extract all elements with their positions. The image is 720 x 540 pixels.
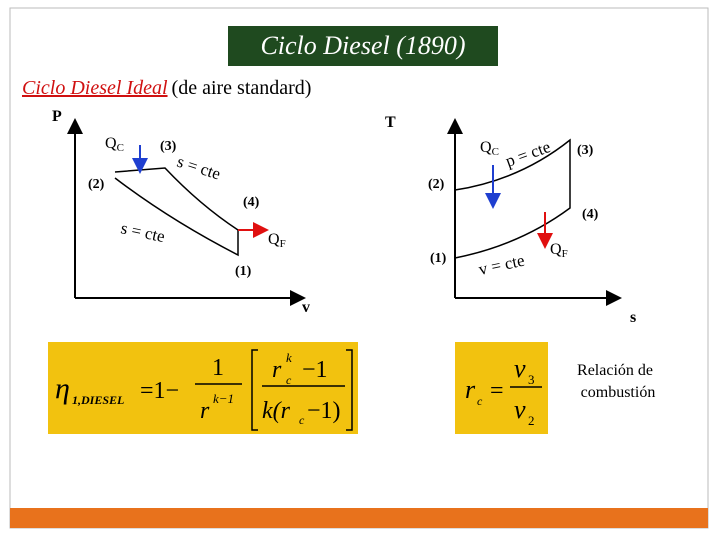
q: Q xyxy=(550,241,562,258)
point-label: (3) xyxy=(577,143,594,158)
axis-label: v xyxy=(302,299,310,316)
heat-label: QF xyxy=(268,231,286,250)
q-sub: F xyxy=(280,238,286,250)
q: Q xyxy=(105,135,117,152)
math: = xyxy=(490,378,504,404)
q-sub: C xyxy=(117,142,124,154)
subtitle-link[interactable]: Ciclo Diesel Ideal xyxy=(22,77,168,99)
math: k−1 xyxy=(213,391,234,406)
math: c xyxy=(477,394,483,408)
footer-bar xyxy=(10,508,708,528)
title: Ciclo Diesel (1890) xyxy=(260,31,465,60)
heat-label: QC xyxy=(480,139,499,158)
math: v xyxy=(514,354,526,383)
process-label: s = cte xyxy=(175,152,223,184)
point-label: (3) xyxy=(160,139,177,154)
q: Q xyxy=(268,231,280,248)
math: r xyxy=(200,398,210,424)
point-label: (4) xyxy=(243,195,260,210)
math: k(r xyxy=(262,398,291,424)
math: r xyxy=(272,357,282,383)
efficiency-formula: η 1,DIESEL =1− 1 r k−1 r c k −1 k(r c −1… xyxy=(48,342,358,434)
math: 1 xyxy=(212,355,224,381)
point-label: (2) xyxy=(428,177,445,192)
formula-box xyxy=(455,342,548,434)
bracket xyxy=(251,349,258,431)
cycle xyxy=(454,138,571,259)
axis-label: s xyxy=(630,309,636,326)
math: k xyxy=(286,350,292,365)
math: 3 xyxy=(528,372,535,387)
bracket xyxy=(346,349,353,431)
cycle xyxy=(114,167,239,257)
process-label: v = cte xyxy=(477,251,526,279)
math: c xyxy=(286,373,292,387)
math: =1− xyxy=(140,378,179,404)
q-sub: C xyxy=(492,146,499,158)
heat-label: QF xyxy=(550,241,568,260)
math: 2 xyxy=(528,413,535,428)
heat-label: QC xyxy=(105,135,124,154)
math: c xyxy=(299,413,305,427)
point-label: (2) xyxy=(88,177,105,192)
title-box xyxy=(228,26,498,66)
subtitle: Ciclo Diesel Ideal (de aire standard) xyxy=(22,77,311,99)
note: Relación de xyxy=(577,362,653,379)
math: 1,DIESEL xyxy=(72,393,124,407)
math: η xyxy=(55,372,70,405)
point-label: (1) xyxy=(235,264,252,279)
subtitle-rest: (de aire standard) xyxy=(172,77,312,99)
formula-box xyxy=(48,342,358,434)
axis-label: T xyxy=(385,114,396,131)
math: r xyxy=(465,375,476,404)
pv-diagram: P v QC QF (1) (2) (3) (4) s = cte s = ct… xyxy=(52,108,310,316)
math: −1) xyxy=(307,398,341,424)
point-label: (1) xyxy=(430,251,447,266)
math: −1 xyxy=(302,357,328,383)
ts-diagram: T s QC QF (1) (2) (3) (4) p = cte v = ct… xyxy=(385,114,636,326)
point-label: (4) xyxy=(582,207,599,222)
math: v xyxy=(514,395,526,424)
process-label: s = cte xyxy=(119,218,167,246)
process-label: p = cte xyxy=(503,137,553,171)
axis-label: P xyxy=(52,108,62,125)
note: combustión xyxy=(581,384,656,401)
q-sub: F xyxy=(562,248,568,260)
q: Q xyxy=(480,139,492,156)
rc-formula: r c = v 3 v 2 xyxy=(455,342,548,434)
